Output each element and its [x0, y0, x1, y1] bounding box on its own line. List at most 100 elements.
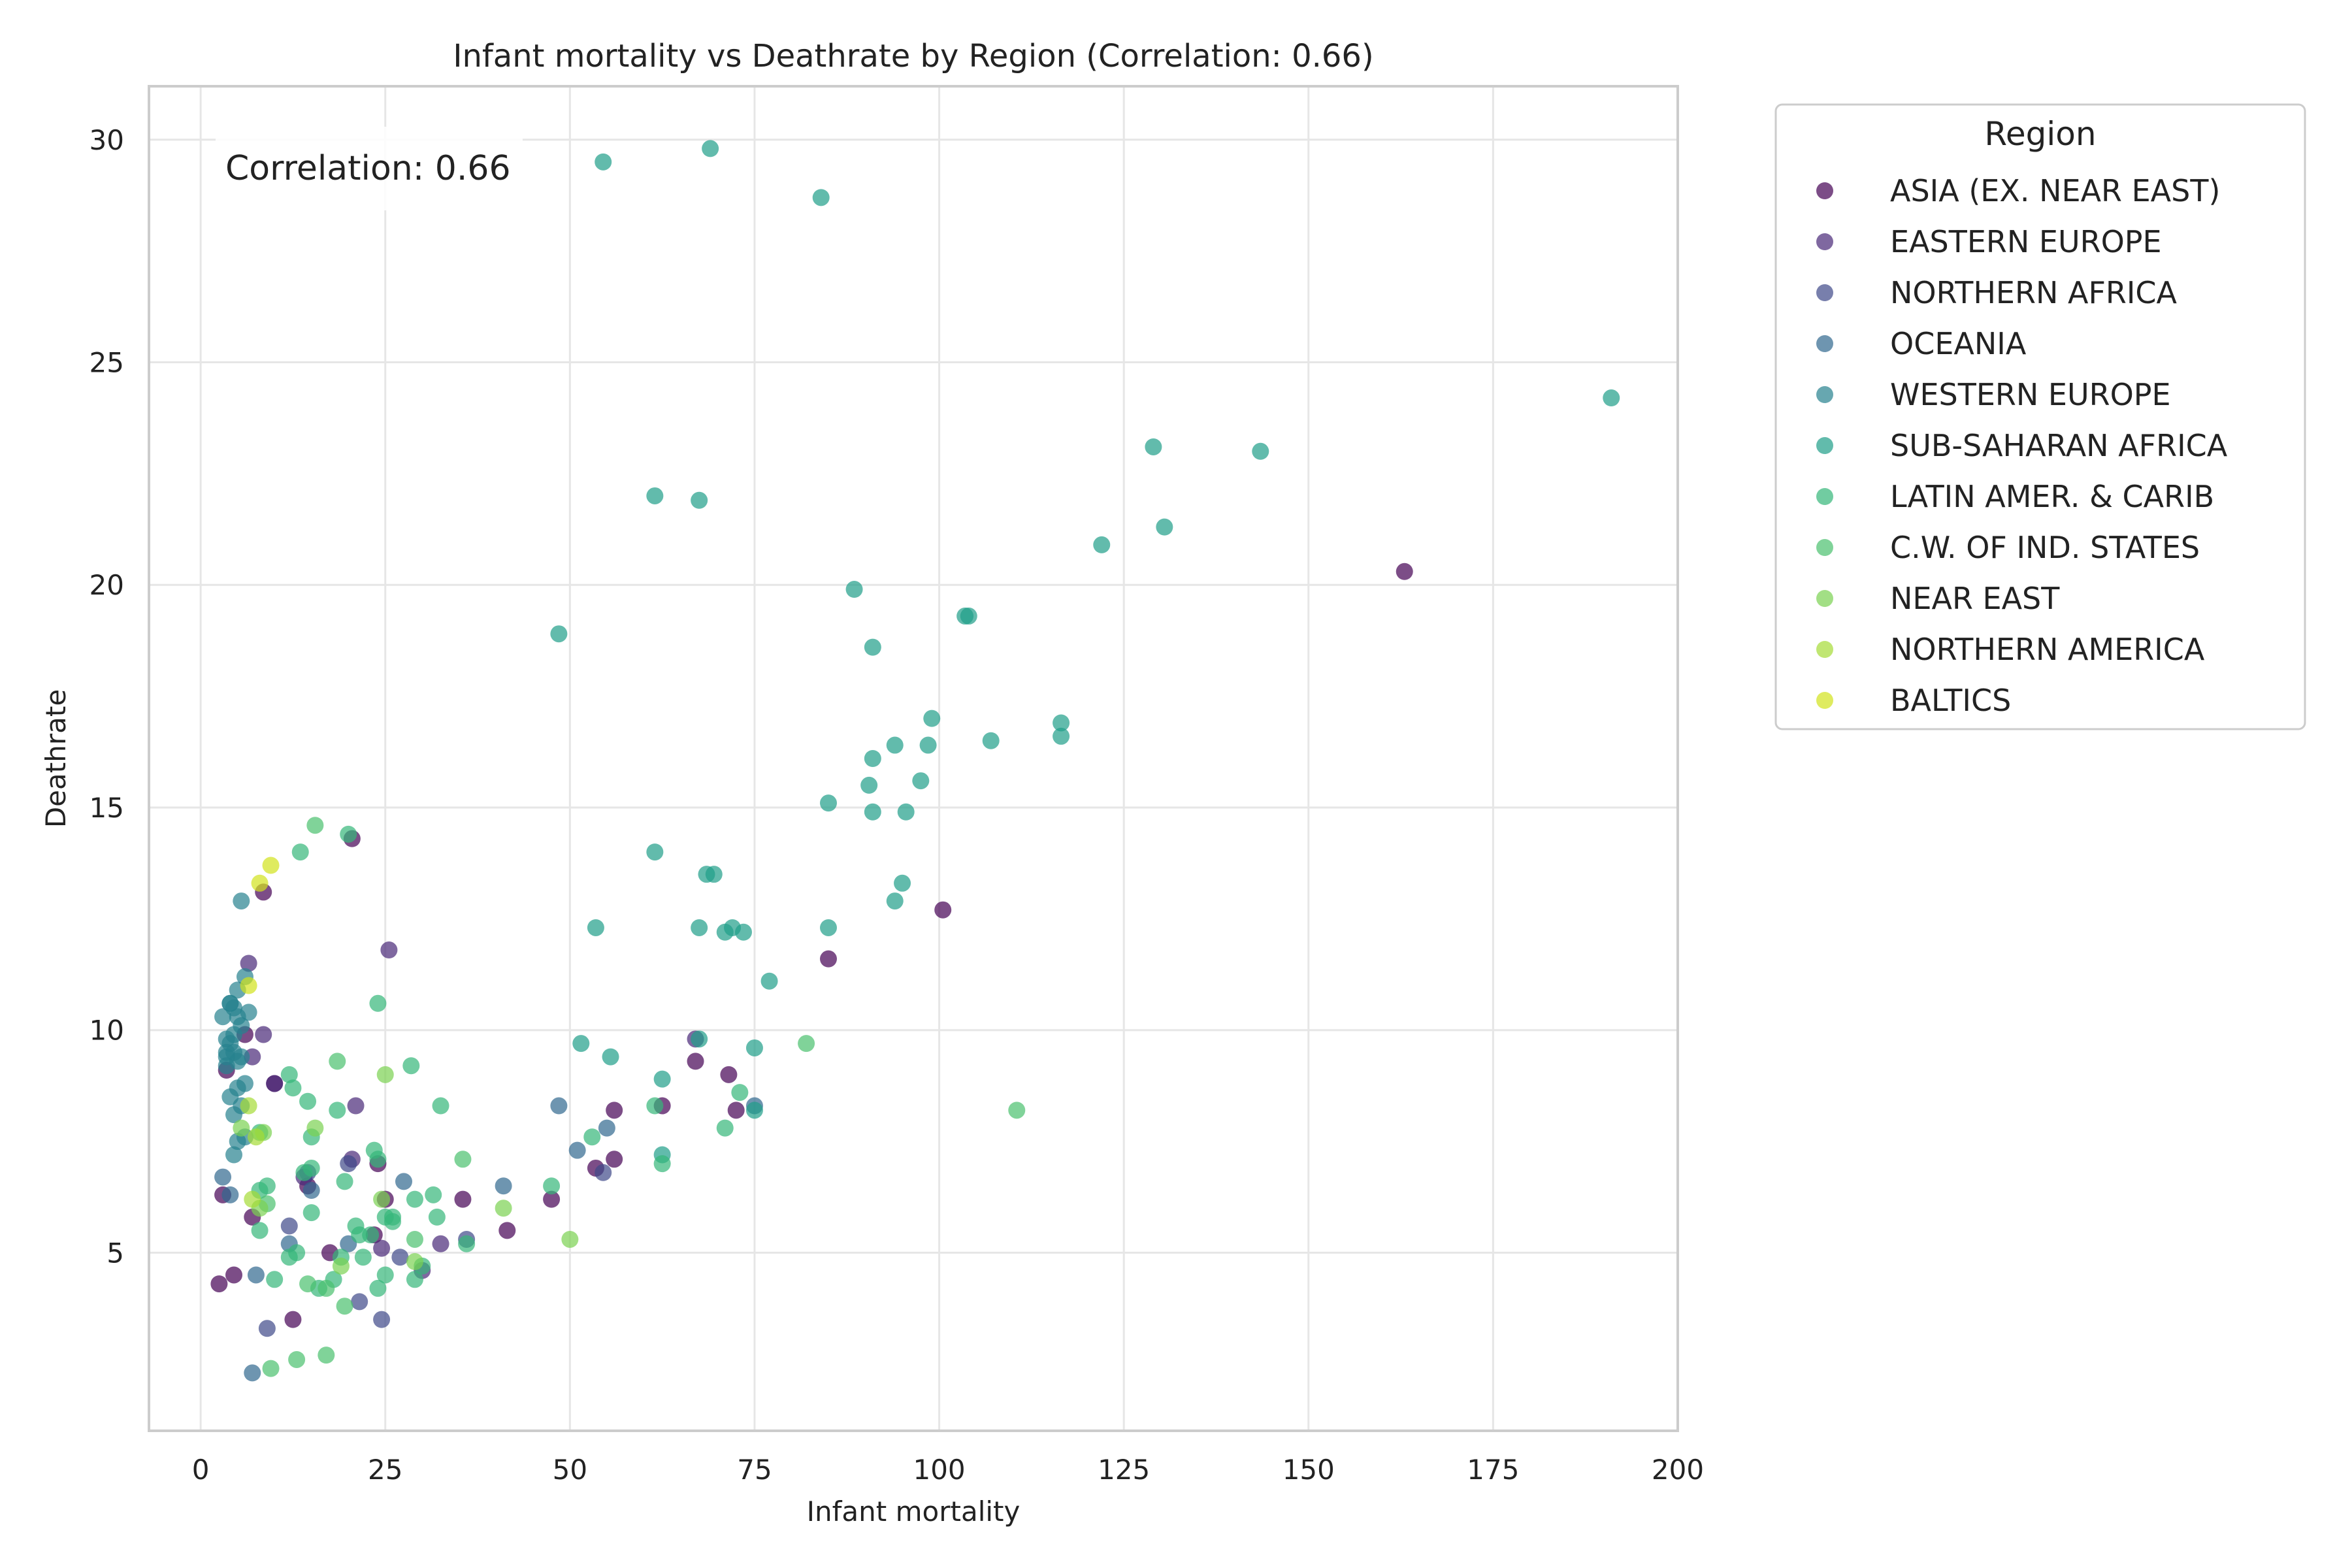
data-point: [395, 1173, 412, 1190]
data-point: [428, 1208, 446, 1226]
data-point: [745, 1039, 763, 1056]
data-point: [864, 750, 881, 767]
data-point: [280, 1066, 298, 1083]
data-point: [218, 1043, 235, 1061]
data-point: [258, 1320, 276, 1337]
data-point: [653, 1070, 671, 1088]
y-axis-label: Deathrate: [40, 689, 72, 828]
data-point: [595, 1164, 612, 1181]
data-point: [934, 901, 952, 919]
data-point: [894, 874, 911, 892]
data-point: [251, 1222, 269, 1239]
data-point: [406, 1230, 423, 1248]
legend-marker: [1816, 539, 1833, 556]
data-point: [236, 1075, 253, 1092]
legend-marker: [1816, 488, 1833, 505]
data-point: [598, 1119, 615, 1137]
legend-marker: [1816, 437, 1833, 454]
data-point: [705, 866, 723, 883]
data-point: [240, 1097, 257, 1115]
legend-marker: [1816, 182, 1833, 199]
legend-label: EASTERN EUROPE: [1890, 224, 2162, 259]
data-point: [646, 1097, 664, 1115]
data-point: [406, 1253, 423, 1271]
data-point: [1603, 389, 1620, 407]
data-point: [691, 1030, 708, 1048]
y-tick-label: 15: [90, 792, 124, 824]
data-point: [646, 487, 664, 504]
data-point: [406, 1190, 423, 1208]
data-point: [798, 1035, 815, 1053]
data-point: [299, 1275, 317, 1293]
data-point: [606, 1151, 623, 1168]
legend-label: C.W. OF IND. STATES: [1890, 530, 2200, 565]
data-point: [919, 736, 937, 754]
data-point: [860, 776, 878, 794]
data-point: [262, 1360, 280, 1377]
data-point: [240, 955, 257, 972]
data-point: [266, 1075, 284, 1092]
data-point: [225, 1266, 242, 1284]
data-point: [210, 1275, 228, 1293]
data-point: [318, 1347, 335, 1364]
data-point: [336, 1298, 353, 1315]
data-point: [384, 1213, 402, 1230]
data-point: [646, 843, 664, 861]
data-point: [351, 1293, 368, 1311]
data-point: [306, 817, 324, 834]
data-point: [432, 1235, 449, 1252]
data-point: [498, 1222, 516, 1239]
data-point: [306, 1119, 324, 1137]
data-point: [745, 1102, 763, 1119]
data-point: [923, 710, 941, 727]
y-tick-label: 25: [90, 347, 124, 379]
data-point: [845, 581, 863, 598]
data-point: [727, 1102, 745, 1119]
data-point: [1008, 1102, 1026, 1119]
data-point: [302, 1204, 320, 1222]
correlation-annotation: Correlation: 0.66: [225, 149, 511, 188]
data-point: [214, 1168, 232, 1186]
data-point: [550, 625, 568, 643]
data-point: [354, 1249, 372, 1266]
legend-marker: [1816, 386, 1833, 403]
data-point: [1145, 438, 1162, 455]
data-point: [1396, 563, 1413, 580]
data-point: [369, 1279, 387, 1297]
legend-box: [1774, 103, 2306, 730]
data-point: [218, 1057, 235, 1075]
data-point: [244, 1190, 261, 1208]
data-point: [340, 1155, 357, 1173]
data-point: [886, 736, 904, 754]
data-point: [454, 1190, 472, 1208]
data-point: [691, 491, 708, 509]
data-point: [288, 1244, 306, 1262]
data-point: [454, 1151, 472, 1168]
data-point: [240, 1004, 257, 1021]
legend-label: OCEANIA: [1890, 326, 2027, 361]
data-point: [233, 1048, 250, 1066]
data-point: [233, 892, 250, 910]
data-point: [495, 1200, 512, 1217]
data-point: [225, 1026, 242, 1043]
data-point: [262, 857, 280, 874]
data-point: [691, 919, 708, 936]
data-point: [255, 1026, 272, 1043]
data-point: [373, 1311, 391, 1328]
data-point: [602, 1048, 619, 1066]
data-point: [251, 874, 269, 892]
x-tick-label: 175: [1467, 1454, 1519, 1486]
data-point: [373, 1239, 391, 1257]
data-point: [406, 1271, 423, 1288]
y-tick-label: 30: [90, 124, 124, 156]
y-tick-label: 10: [90, 1015, 124, 1047]
data-point: [864, 638, 881, 656]
data-point: [302, 1182, 320, 1200]
data-point: [258, 1177, 276, 1195]
legend-label: LATIN AMER. & CARIB: [1890, 479, 2214, 514]
data-point: [380, 941, 398, 959]
data-point: [820, 950, 837, 968]
data-point: [336, 1173, 353, 1190]
data-point: [886, 892, 904, 910]
